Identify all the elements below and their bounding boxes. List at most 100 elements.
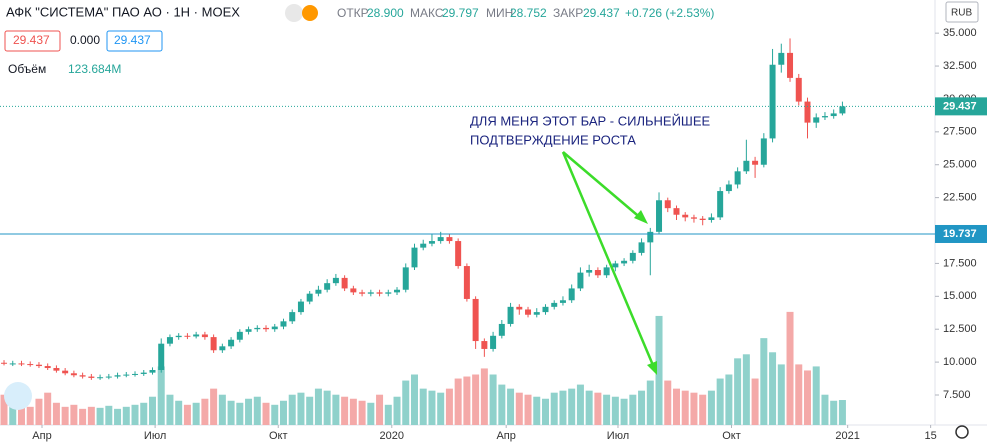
- candle-body: [402, 267, 409, 290]
- candle-body: [490, 335, 497, 349]
- volume-bar: [777, 364, 785, 425]
- candle-body: [647, 231, 654, 243]
- volume-bar: [61, 406, 69, 425]
- candle-body: [559, 300, 566, 303]
- candle-body: [673, 208, 680, 215]
- eye-icon[interactable]: [285, 4, 303, 22]
- candle-body: [350, 288, 357, 293]
- y-tick-label: 12.500: [943, 323, 977, 335]
- volume-bar: [384, 404, 392, 425]
- candle-body: [341, 277, 348, 289]
- candle-body: [795, 77, 802, 102]
- volume-bar: [541, 398, 549, 425]
- candle-body: [105, 376, 112, 378]
- volume-bar: [140, 402, 148, 425]
- candle-body: [394, 289, 401, 293]
- sell-box[interactable]: [4, 30, 61, 52]
- volume-bar: [690, 392, 698, 425]
- volume-bar: [332, 394, 340, 425]
- candle-body: [507, 306, 514, 324]
- candle-body: [271, 326, 278, 330]
- candle-body: [778, 52, 785, 65]
- buy-price: 29.437: [114, 33, 151, 47]
- volume-bar: [175, 400, 183, 425]
- volume-bar: [751, 378, 759, 425]
- candle-body: [228, 339, 235, 347]
- candle-body: [315, 289, 322, 294]
- volume-bar: [0, 394, 8, 425]
- y-tick-label: 15.000: [943, 290, 977, 302]
- delay-icon: [302, 5, 318, 21]
- volume-bar: [35, 398, 43, 425]
- volume-bar: [638, 390, 646, 425]
- buy-box[interactable]: [106, 30, 163, 52]
- volume-bar: [341, 396, 349, 425]
- low-label: МИН: [486, 6, 513, 20]
- volume-bar: [524, 394, 532, 425]
- volume-bar: [445, 388, 453, 425]
- volume-bar: [454, 378, 462, 425]
- candle-body: [297, 301, 304, 313]
- volume-bar: [568, 388, 576, 425]
- volume-bar: [437, 392, 445, 425]
- volume-bar: [760, 338, 768, 425]
- volume-bar: [402, 380, 410, 425]
- candle-body: [656, 200, 663, 232]
- volume-bar: [297, 392, 305, 425]
- high-value: 29.797: [442, 6, 479, 20]
- volume-bar: [419, 388, 427, 425]
- candle-body: [420, 243, 427, 248]
- logo: [4, 382, 32, 410]
- candle-body: [324, 283, 331, 290]
- hline-label: 19.737: [943, 228, 977, 240]
- volume-bar: [812, 366, 820, 425]
- volume-bar: [192, 402, 200, 425]
- volume-bar: [253, 396, 261, 425]
- x-tick-label: Апр: [496, 430, 515, 442]
- candle-body: [638, 242, 645, 253]
- candle-body: [586, 270, 593, 273]
- candle-body: [88, 376, 95, 378]
- y-tick-label: 10.000: [943, 356, 977, 368]
- candle-body: [44, 366, 51, 369]
- candle-body: [498, 323, 505, 336]
- candle-body: [568, 288, 575, 301]
- arrow: [561, 151, 657, 371]
- annotation-arrows: [561, 151, 657, 371]
- volume-bar: [349, 398, 357, 425]
- volume-bar: [655, 315, 663, 425]
- volume-bar: [105, 405, 113, 425]
- currency: RUB: [951, 8, 972, 19]
- settings-icon[interactable]: [955, 425, 969, 439]
- candle-body: [35, 364, 42, 367]
- candle-body: [193, 334, 200, 337]
- candle-body: [839, 106, 846, 114]
- volume-bar: [210, 388, 218, 425]
- volume-bar: [795, 364, 803, 425]
- candle-body: [140, 372, 147, 374]
- candle-body: [254, 327, 261, 330]
- plot: 7.50010.00012.50015.00017.50020.00022.50…: [0, 27, 977, 442]
- volume-bar: [803, 370, 811, 425]
- y-tick-label: 32.500: [943, 60, 977, 72]
- volume-bar: [122, 406, 130, 425]
- candle-body: [97, 377, 104, 379]
- y-tick-label: 7.500: [943, 389, 971, 401]
- candle-body: [472, 298, 479, 342]
- volume-bar: [507, 388, 515, 425]
- currency-box[interactable]: [945, 1, 979, 23]
- candle-body: [263, 327, 270, 330]
- candle-body: [629, 252, 636, 261]
- candle-body: [9, 363, 16, 365]
- volume-bar: [594, 392, 602, 425]
- candle-body: [149, 370, 156, 373]
- candle-body: [158, 343, 165, 370]
- volume-bar: [611, 396, 619, 425]
- volume-bar: [183, 404, 191, 425]
- candle-body: [411, 247, 418, 268]
- change-value: +0.726 (+2.53%): [625, 6, 714, 20]
- volume-bar: [131, 404, 139, 425]
- candle-body: [830, 113, 837, 117]
- candle-body: [621, 260, 628, 264]
- volume-bar: [672, 388, 680, 425]
